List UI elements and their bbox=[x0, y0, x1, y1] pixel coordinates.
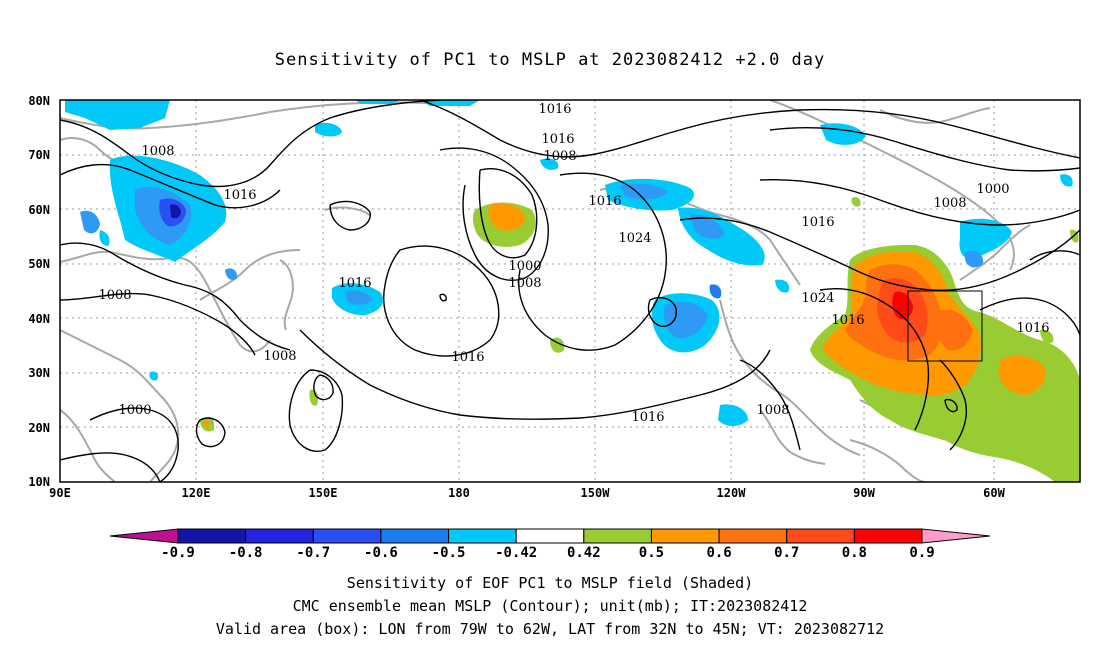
contour-label: 1016 bbox=[223, 188, 256, 203]
colorbar-ticks: -0.9 -0.8 -0.7 -0.6 -0.5 -0.42 0.42 0.5 0.6 0.7 0.… bbox=[161, 545, 935, 561]
contour-label: 1008 bbox=[756, 403, 789, 418]
colorbar-cell bbox=[380, 528, 450, 544]
colorbar-tick-label: 0.5 bbox=[639, 545, 664, 561]
lon-label: 180 bbox=[448, 486, 470, 500]
lat-label: 30N bbox=[28, 366, 50, 380]
lat-label: 50N bbox=[28, 257, 50, 271]
colorbar-tick-label: -0.9 bbox=[161, 545, 195, 561]
contour-label: 1000 bbox=[118, 403, 151, 418]
lon-label: 120W bbox=[717, 486, 747, 500]
colorbar-tick-label: -0.7 bbox=[296, 545, 330, 561]
lat-label: 60N bbox=[28, 203, 50, 217]
colorbar-cell bbox=[515, 528, 585, 544]
colorbar-tick-label: 0.42 bbox=[567, 545, 601, 561]
colorbar-cell bbox=[853, 528, 923, 544]
contour-label: 1008 bbox=[263, 349, 296, 364]
lat-axis: 80N 70N 60N 50N 40N 30N 20N 10N bbox=[28, 94, 50, 489]
caption-line1: Sensitivity of EOF PC1 to MSLP field (Sh… bbox=[346, 574, 754, 592]
colorbar-tick-label: 0.8 bbox=[842, 545, 867, 561]
contour-label: 1016 bbox=[588, 194, 621, 209]
contour-label: 1016 bbox=[541, 132, 574, 147]
colorbar-tick-label: 0.9 bbox=[909, 545, 934, 561]
lon-label: 90W bbox=[853, 486, 875, 500]
colorbar-tick-label: 0.7 bbox=[774, 545, 799, 561]
caption-line2: CMC ensemble mean MSLP (Contour); unit(m… bbox=[292, 597, 808, 615]
colorbar-tick-label: -0.8 bbox=[229, 545, 263, 561]
colorbar-cell bbox=[312, 528, 382, 544]
contour-label: 1008 bbox=[98, 288, 131, 303]
contour-label: 1008 bbox=[543, 149, 576, 164]
contour-label: 1000 bbox=[508, 259, 541, 274]
lon-label: 150W bbox=[581, 486, 611, 500]
lat-label: 20N bbox=[28, 421, 50, 435]
lon-label: 120E bbox=[182, 486, 211, 500]
mslp-contours bbox=[60, 100, 1080, 482]
colorbar-tick-label: -0.6 bbox=[364, 545, 398, 561]
colorbar-end-high bbox=[921, 528, 991, 544]
shading-negative bbox=[65, 100, 1073, 426]
contour-label: 1024 bbox=[801, 291, 834, 306]
contour-labels: 1016 1016 1008 1008 1016 1016 1024 1000 … bbox=[98, 102, 1049, 425]
map-border bbox=[59, 99, 1081, 483]
contour-label: 1016 bbox=[338, 276, 371, 291]
colorbar-cell bbox=[448, 528, 517, 544]
lat-label: 40N bbox=[28, 312, 50, 326]
caption-line3: Valid area (box): LON from 79W to 62W, L… bbox=[215, 620, 885, 638]
contour-label: 1016 bbox=[831, 313, 864, 328]
contour-label: 1016 bbox=[801, 215, 834, 230]
lon-label: 60W bbox=[983, 486, 1005, 500]
colorbar-cell bbox=[177, 528, 247, 544]
colorbar-cell bbox=[245, 528, 314, 544]
lat-label: 80N bbox=[28, 94, 50, 108]
contour-label: 1000 bbox=[976, 182, 1009, 197]
valid-area-box bbox=[907, 290, 983, 362]
figure-title: Sensitivity of PC1 to MSLP at 2023082412… bbox=[274, 50, 826, 70]
lon-axis: 90E 120E 150E 180 150W 120W 90W 60W bbox=[49, 486, 1005, 500]
contour-label: 1008 bbox=[508, 276, 541, 291]
contour-label: 1008 bbox=[141, 144, 174, 159]
lat-label: 70N bbox=[28, 148, 50, 162]
colorbar-cells bbox=[177, 528, 923, 544]
colorbar-cell bbox=[583, 528, 652, 544]
contour-label: 1008 bbox=[933, 196, 966, 211]
lon-label: 90E bbox=[49, 486, 71, 500]
contour-label: 1024 bbox=[618, 231, 651, 246]
lat-gridlines bbox=[60, 154, 1080, 428]
contour-label: 1016 bbox=[1016, 321, 1049, 336]
contour-label: 1016 bbox=[538, 102, 571, 117]
colorbar-tick-label: -0.42 bbox=[495, 545, 537, 561]
contour-label: 1016 bbox=[631, 410, 664, 425]
colorbar: -0.9 -0.8 -0.7 -0.6 -0.5 -0.42 0.42 0.5 0.6 0.7 0.… bbox=[109, 528, 991, 561]
colorbar-tick-label: -0.5 bbox=[432, 545, 466, 561]
colorbar-cell bbox=[786, 528, 855, 544]
lon-label: 150E bbox=[309, 486, 338, 500]
colorbar-tick-label: 0.6 bbox=[706, 545, 731, 561]
colorbar-end-low bbox=[109, 528, 179, 544]
lat-label: 10N bbox=[28, 475, 50, 489]
contour-label: 1016 bbox=[451, 350, 484, 365]
colorbar-cell bbox=[718, 528, 788, 544]
colorbar-cell bbox=[650, 528, 720, 544]
